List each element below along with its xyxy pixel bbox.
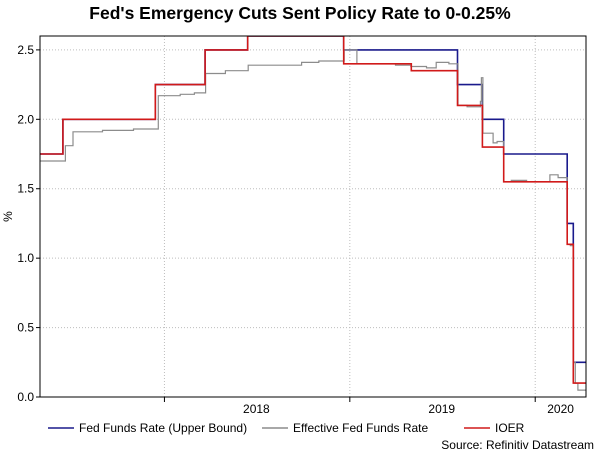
x-tick-label: 2018 — [243, 402, 270, 416]
x-tick-label: 2019 — [428, 402, 455, 416]
series-line-2 — [40, 36, 586, 384]
y-tick-label: 0.5 — [17, 321, 34, 335]
chart-title: Fed's Emergency Cuts Sent Policy Rate to… — [89, 3, 511, 23]
grid-lines — [40, 36, 586, 397]
x-tick-label: 2020 — [547, 402, 574, 416]
series-line-1 — [40, 49, 586, 391]
x-axis-ticks: 2018 2019 2020 — [163, 397, 574, 416]
y-tick-label: 2.0 — [17, 112, 34, 126]
y-tick-label: 1.0 — [17, 251, 34, 265]
plot-frame — [39, 35, 587, 398]
legend: Fed Funds Rate (Upper Bound) Effective Fe… — [48, 421, 525, 435]
series-lines — [40, 36, 586, 391]
legend-label: IOER — [495, 421, 525, 435]
y-tick-label: 0.0 — [17, 390, 34, 404]
y-axis-label: % — [1, 211, 15, 222]
legend-label: Effective Fed Funds Rate — [293, 421, 429, 435]
series-line-0 — [40, 36, 586, 364]
y-axis-ticks: 0.0 0.5 1.0 1.5 2.0 2.5 — [17, 43, 40, 404]
source-note: Source: Refinitiv Datastream — [441, 438, 594, 452]
legend-label: Fed Funds Rate (Upper Bound) — [79, 421, 247, 435]
y-tick-label: 1.5 — [17, 182, 34, 196]
y-tick-label: 2.5 — [17, 43, 34, 57]
